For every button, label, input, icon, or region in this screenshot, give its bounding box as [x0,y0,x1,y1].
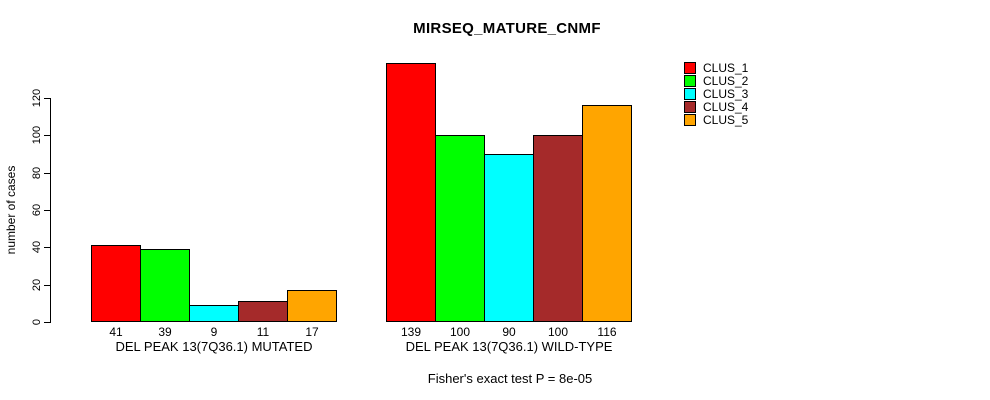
bar-clus_3-mutated [189,305,239,322]
bar-clus_5-wild-type [582,105,632,322]
bar-clus_3-wild-type [484,154,534,322]
bar-clus_4-mutated [238,301,288,322]
legend-color-swatch-icon [684,62,696,74]
fisher-note: Fisher's exact test P = 8e-05 [427,371,593,386]
y-tick-label: 0 [31,318,43,326]
bar-clus_1-mutated [91,245,141,322]
bar-value-label: 41 [109,325,123,339]
bar-value-label: 116 [597,325,617,339]
y-tick-mark [44,98,50,99]
y-axis-line [50,98,51,323]
group-axis-label: DEL PEAK 13(7Q36.1) WILD-TYPE [405,339,613,354]
bar-value-label: 17 [305,325,319,339]
legend-item-clus_1: CLUS_1 [684,62,748,74]
y-tick-label: 120 [31,88,43,108]
bar-value-label: 39 [158,325,172,339]
legend-label: CLUS_2 [703,74,749,88]
bar-clus_1-wild-type [386,63,436,322]
bar-value-label: 90 [502,325,516,339]
bar-value-label: 139 [400,325,422,339]
bar-value-label: 9 [210,325,218,339]
y-tick-mark [44,247,50,248]
legend-label: CLUS_3 [703,87,749,101]
legend-label: CLUS_5 [703,113,749,127]
chart-title: MIRSEQ_MATURE_CNMF [413,20,601,37]
legend-item-clus_3: CLUS_3 [684,88,748,100]
bar-clus_2-mutated [140,249,190,322]
bar-value-label: 100 [449,325,471,339]
legend-item-clus_5: CLUS_5 [684,114,748,126]
y-tick-label: 100 [31,125,43,145]
bar-clus_5-mutated [287,290,337,322]
y-tick-mark [44,322,50,323]
bar-value-label: 11 [256,325,270,339]
legend-color-swatch-icon [684,114,696,126]
legend-label: CLUS_1 [703,61,749,75]
bar-clus_2-wild-type [435,135,485,322]
group-axis-label: DEL PEAK 13(7Q36.1) MUTATED [115,339,313,354]
legend-item-clus_2: CLUS_2 [684,75,748,87]
legend-color-swatch-icon [684,75,696,87]
y-tick-label: 60 [31,203,43,217]
y-tick-mark [44,135,50,136]
legend-label: CLUS_4 [703,100,749,114]
y-tick-label: 80 [31,166,43,180]
y-tick-label: 40 [31,240,43,254]
legend-item-clus_4: CLUS_4 [684,101,748,113]
bar-clus_4-wild-type [533,135,583,322]
y-tick-mark [44,285,50,286]
y-tick-mark [44,210,50,211]
y-tick-label: 20 [31,278,43,292]
bar-value-label: 100 [547,325,569,339]
legend-color-swatch-icon [684,88,696,100]
y-tick-mark [44,173,50,174]
legend-color-swatch-icon [684,101,696,113]
y-axis-label: number of cases [4,165,18,255]
